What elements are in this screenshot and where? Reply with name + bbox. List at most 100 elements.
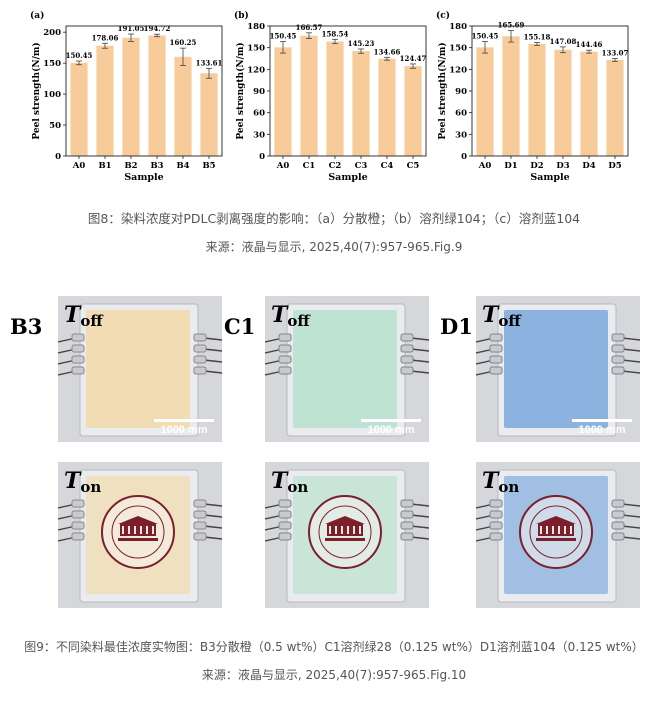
x-tick-label: B2: [124, 161, 137, 171]
emblem-column: [122, 526, 124, 534]
bar: [300, 35, 318, 156]
y-tick-label: 120: [449, 65, 467, 75]
clip: [71, 355, 85, 364]
bar: [554, 49, 572, 156]
data-label: 145.23: [348, 39, 375, 48]
emblem-column: [152, 526, 154, 534]
clip: [71, 333, 85, 342]
state-subscript: off: [80, 312, 103, 330]
state-symbol: T: [64, 468, 81, 494]
photo-b3-on: Ton: [58, 462, 222, 608]
clip: [278, 510, 292, 519]
wire: [203, 536, 222, 540]
state-symbol: T: [482, 302, 499, 328]
x-tick-label: C2: [329, 161, 342, 171]
clip: [71, 510, 85, 519]
bar: [274, 47, 292, 156]
clip: [193, 366, 207, 375]
state-symbol: T: [271, 302, 288, 328]
x-tick-label: A0: [276, 161, 290, 171]
bar: [96, 45, 114, 156]
emblem-column: [134, 526, 136, 534]
clip: [71, 521, 85, 530]
x-tick-label: B3: [150, 161, 163, 171]
chart-b: (b) 150.45 A0 166.57 C1 158.54 C2 145.23 C3 134.6…: [234, 10, 427, 183]
wire: [621, 514, 640, 518]
clip: [278, 366, 292, 375]
clip: [400, 510, 414, 519]
clip: [611, 521, 625, 530]
emblem-base: [118, 538, 158, 541]
bar: [404, 66, 422, 156]
clip: [71, 499, 85, 508]
data-label: 178.06: [92, 33, 119, 42]
x-tick-label: D2: [530, 161, 543, 171]
label-d1: D1: [440, 314, 473, 339]
y-tick-label: 0: [259, 152, 265, 162]
bar: [148, 35, 166, 156]
wire: [410, 525, 429, 529]
x-tick-label: D3: [556, 161, 569, 171]
emblem-column: [359, 526, 361, 534]
emblem-building: [327, 524, 363, 536]
emblem-column: [146, 526, 148, 534]
data-label: 160.25: [170, 38, 197, 47]
clip: [611, 344, 625, 353]
bar: [580, 51, 598, 156]
x-tick-label: C3: [355, 161, 368, 171]
wire: [621, 503, 640, 507]
plot-frame: [471, 25, 629, 157]
figure-8-charts: (a) 150.45 A0 178.06 B1 191.05 B2 194.72 B3 160.2…: [0, 0, 668, 200]
bar: [174, 56, 192, 156]
figure-9-photos: B3 C1 D1 Toff 1000 mm Toff 1000 mm Toff 100…: [0, 296, 668, 612]
data-label: 147.08: [550, 37, 577, 46]
wire: [621, 348, 640, 352]
clip: [193, 521, 207, 530]
clip: [489, 499, 503, 508]
wire: [203, 514, 222, 518]
clip: [489, 510, 503, 519]
y-tick-label: 180: [449, 22, 467, 32]
y-tick-label: 90: [455, 87, 467, 97]
emblem-base: [536, 538, 576, 541]
y-tick-label: 0: [55, 152, 61, 162]
x-tick-label: D5: [608, 161, 621, 171]
emblem-column: [335, 526, 337, 534]
clip: [193, 344, 207, 353]
scale-bar-label: 1000 mm: [160, 424, 208, 436]
photo-drawing: [58, 296, 222, 442]
x-tick-label: C5: [407, 161, 420, 171]
data-label: 150.45: [66, 51, 93, 60]
chart-a: (a) 150.45 A0 178.06 B1 191.05 B2 194.72 B3 160.2…: [30, 10, 223, 183]
x-tick-label: D1: [504, 161, 517, 171]
emblem-column: [564, 526, 566, 534]
emblem-column: [140, 526, 142, 534]
scale-bar-line: [361, 419, 421, 422]
scale-bar-label: 1000 mm: [367, 424, 415, 436]
figure-9-caption: 图9：不同染料最佳浓度实物图：B3分散橙（0.5 wt%）C1溶剂绿28（0.1…: [24, 640, 644, 654]
clip: [278, 344, 292, 353]
panel-label: (a): [30, 10, 44, 21]
wire: [410, 348, 429, 352]
clip: [278, 333, 292, 342]
emblem-column: [540, 526, 542, 534]
data-label: 144.46: [576, 40, 603, 49]
x-tick-label: C4: [381, 161, 394, 171]
wire: [410, 337, 429, 341]
wire: [410, 514, 429, 518]
x-tick-label: B5: [202, 161, 215, 171]
clip: [71, 532, 85, 541]
state-subscript: off: [498, 312, 521, 330]
emblem-roof: [325, 516, 365, 524]
bar: [352, 51, 370, 157]
clip: [278, 532, 292, 541]
photo-drawing: [58, 462, 222, 608]
photo-drawing: [265, 296, 429, 442]
bar: [326, 41, 344, 157]
emblem-inner-ring: [529, 505, 583, 559]
figure-8-source: 来源：液晶与显示, 2025,40(7):957-965.Fig.9: [205, 240, 463, 254]
emblem-column: [558, 526, 560, 534]
scale-bar-label: 1000 mm: [578, 424, 626, 436]
state-subscript: off: [287, 312, 310, 330]
bar: [122, 37, 140, 156]
